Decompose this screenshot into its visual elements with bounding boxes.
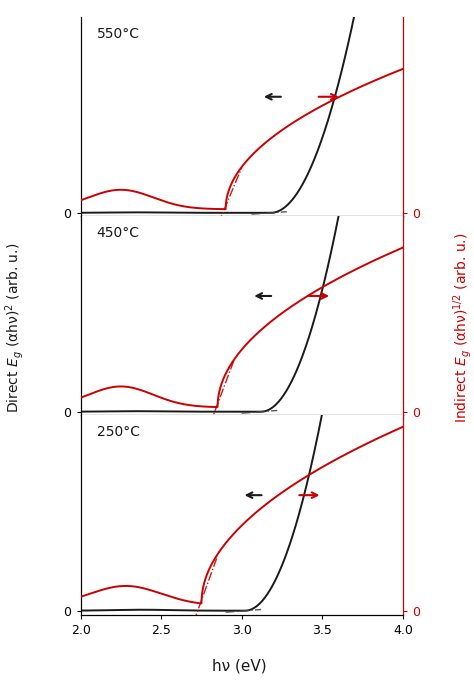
Text: Indirect $E_g$ (αhν)$^{1/2}$ (arb. u.): Indirect $E_g$ (αhν)$^{1/2}$ (arb. u.)	[451, 233, 474, 423]
Text: hν (eV): hν (eV)	[212, 658, 267, 673]
Text: 250°C: 250°C	[97, 426, 140, 439]
Text: 450°C: 450°C	[97, 226, 140, 240]
Text: Direct $E_g$ (αhν)$^2$ (arb. u.): Direct $E_g$ (αhν)$^2$ (arb. u.)	[3, 242, 26, 413]
Text: 550°C: 550°C	[97, 27, 140, 41]
